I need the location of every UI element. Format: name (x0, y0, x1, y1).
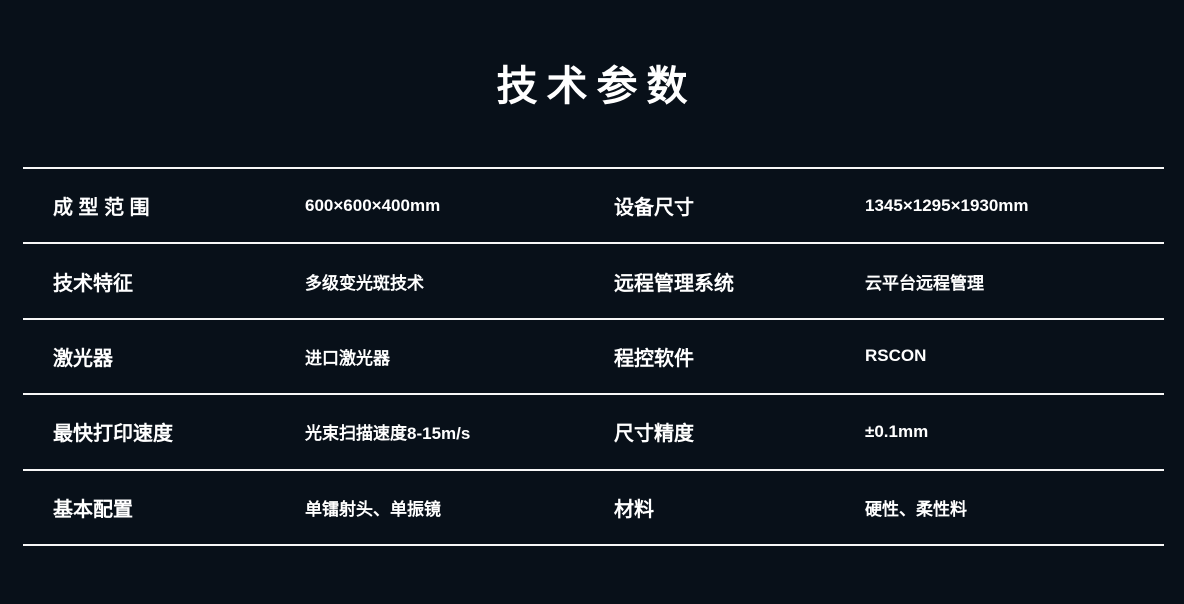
spec-label-tech-feature: 技术特征 (53, 272, 133, 295)
spec-value-remote-management: 云平台远程管理 (865, 273, 984, 293)
spec-row-laser: 激光器 进口激光器 程控软件 RSCON (23, 320, 1164, 396)
spec-row-basic-config: 基本配置 单镭射头、单振镜 材料 硬性、柔性料 (23, 471, 1164, 546)
spec-table: 成 型 范 围 600×600×400mm 设备尺寸 1345×1295×193… (23, 167, 1164, 546)
spec-value-control-software: RSCON (865, 346, 927, 366)
spec-label-remote-management: 远程管理系统 (614, 272, 734, 295)
spec-row-print-speed: 最快打印速度 光束扫描速度8-15m/s 尺寸精度 ±0.1mm (23, 395, 1164, 471)
spec-value-material: 硬性、柔性料 (865, 499, 967, 519)
spec-label-forming-range: 成 型 范 围 (53, 197, 150, 220)
spec-value-tech-feature: 多级变光斑技术 (305, 273, 424, 293)
page-title: 技术参数 (496, 63, 697, 109)
spec-label-print-speed: 最快打印速度 (53, 423, 173, 446)
spec-label-device-size: 设备尺寸 (614, 197, 694, 220)
spec-value-device-size: 1345×1295×1930mm (865, 195, 1029, 215)
spec-value-dimensional-accuracy: ±0.1mm (865, 421, 929, 441)
spec-row-forming-range: 成 型 范 围 600×600×400mm 设备尺寸 1345×1295×193… (23, 169, 1164, 245)
spec-label-material: 材料 (614, 498, 654, 521)
spec-value-laser: 进口激光器 (305, 348, 390, 368)
spec-row-tech-feature: 技术特征 多级变光斑技术 远程管理系统 云平台远程管理 (23, 244, 1164, 320)
spec-label-control-software: 程控软件 (614, 347, 694, 370)
spec-label-laser: 激光器 (53, 347, 113, 370)
spec-label-dimensional-accuracy: 尺寸精度 (614, 423, 694, 446)
spec-value-print-speed: 光束扫描速度8-15m/s (305, 424, 471, 444)
spec-value-forming-range: 600×600×400mm (305, 195, 441, 215)
spec-value-basic-config: 单镭射头、单振镜 (305, 499, 441, 519)
spec-label-basic-config: 基本配置 (53, 498, 133, 521)
